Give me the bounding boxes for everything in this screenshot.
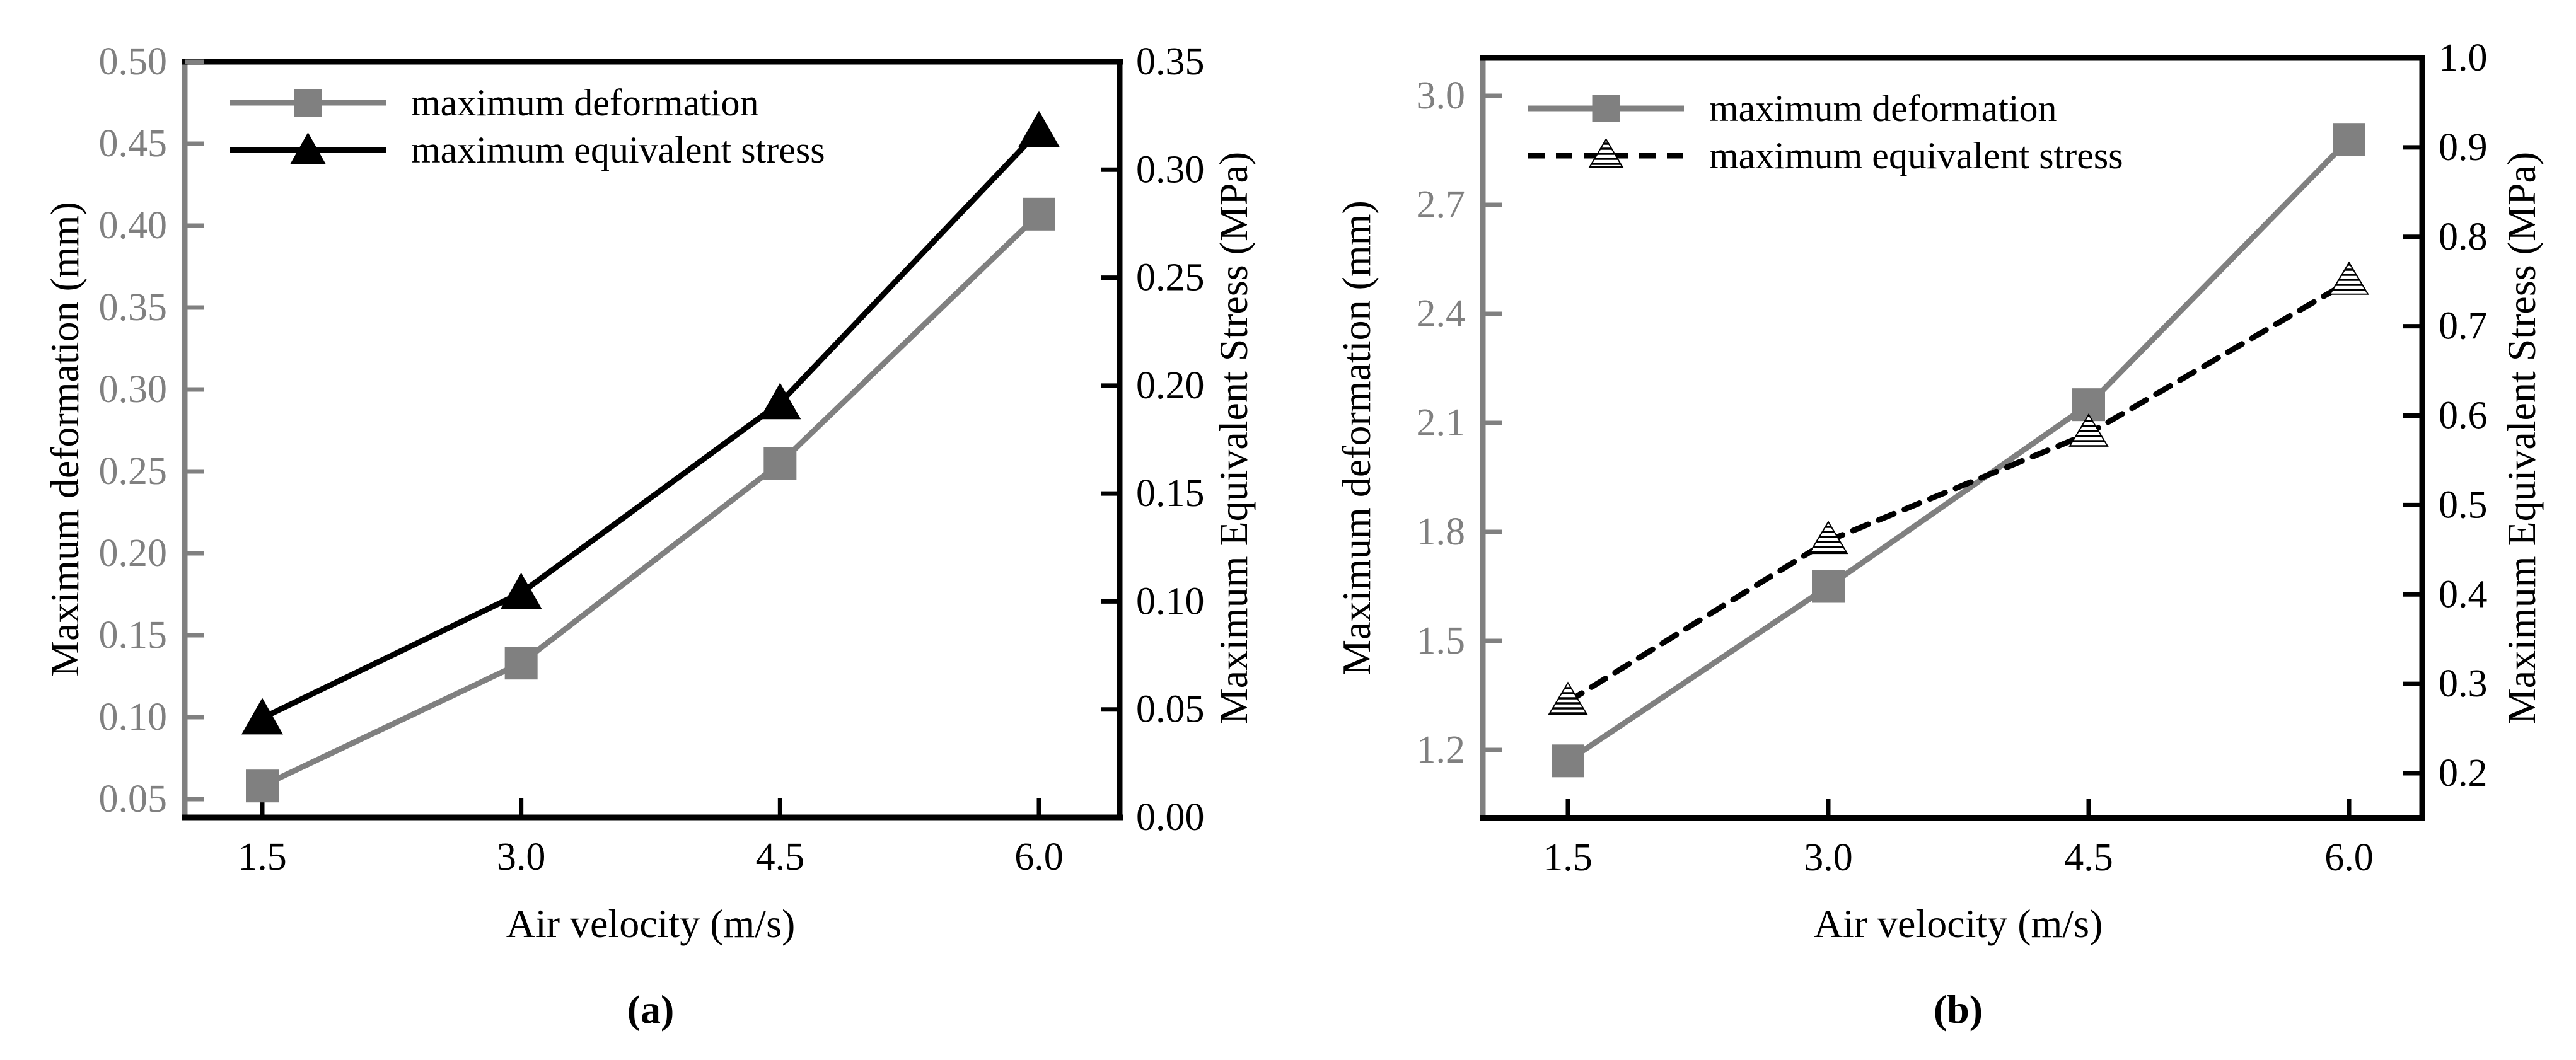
marker-triangle (1018, 110, 1060, 147)
y-tick-label-right: 0.4 (2439, 573, 2488, 616)
legend-label: maximum deformation (411, 82, 759, 124)
chart-a-y-axis-left-title: Maximum deformation (mm) (42, 202, 87, 677)
y-tick-label-left: 0.10 (99, 696, 168, 739)
legend-label: maximum equivalent stress (1709, 135, 2123, 176)
x-tick-label: 3.0 (1804, 836, 1853, 879)
chart-b-y-axis-left-title: Maximum deformation (mm) (1334, 200, 1379, 676)
x-tick-label: 6.0 (2324, 836, 2374, 879)
y-tick-label-right: 0.05 (1136, 688, 1205, 731)
y-tick-label-right: 0.7 (2439, 305, 2488, 348)
chart-a-canvas: 0.05 0.10 0.15 0.20 0.25 0.30 0.35 0.40 0.45 0.50… (99, 40, 1205, 879)
marker-square (504, 647, 538, 680)
legend-label: maximum deformation (1709, 88, 2057, 129)
marker-triangle-hatched (2329, 261, 2369, 295)
y-tick-label-left: 2.7 (1417, 183, 1466, 226)
x-tick-label: 1.5 (1543, 836, 1593, 879)
y-tick-label-right: 0.30 (1136, 148, 1205, 191)
x-tick-label: 3.0 (497, 836, 546, 879)
y-tick-label-left: 0.25 (99, 450, 168, 493)
marker-square (1592, 95, 1620, 122)
x-tick-label: 1.5 (238, 836, 287, 879)
y-tick-label-right: 0.00 (1136, 796, 1205, 839)
chart-b-x-axis-title: Air velocity (m/s) (1813, 901, 2103, 946)
marker-square (246, 769, 279, 803)
y-tick-label-right: 0.8 (2439, 216, 2488, 258)
y-tick-label-left: 1.8 (1417, 510, 1466, 553)
chart-a-x-axis-title: Air velocity (m/s) (506, 901, 796, 946)
y-tick-label-right: 0.25 (1136, 256, 1205, 299)
series-line-maximum-equivalent-stress (1565, 279, 2352, 705)
chart-b-caption: (b) (1933, 987, 1983, 1032)
y-tick-label-right: 0.2 (2439, 752, 2488, 795)
chart-a-caption: (a) (627, 987, 675, 1032)
y-tick-label-left: 1.5 (1417, 619, 1466, 662)
y-tick-label-right: 0.9 (2439, 126, 2488, 169)
y-tick-label-left: 0.40 (99, 204, 168, 247)
y-tick-label-right: 0.15 (1136, 472, 1205, 515)
y-tick-label-left: 0.20 (99, 532, 168, 575)
y-tick-label-left: 3.0 (1417, 74, 1466, 117)
marker-triangle (759, 383, 801, 420)
marker-square (1023, 197, 1055, 231)
y-tick-label-right: 0.20 (1136, 364, 1205, 407)
legend-label: maximum equivalent stress (411, 129, 825, 171)
y-tick-label-left: 2.1 (1417, 401, 1466, 444)
y-tick-label-left: 1.2 (1417, 729, 1466, 771)
y-tick-label-right: 1.0 (2439, 37, 2488, 79)
series-line-maximum-deformation (1565, 136, 2352, 764)
marker-triangle (500, 572, 542, 609)
marker-triangle (290, 132, 326, 164)
marker-square (1552, 744, 1584, 778)
y-tick-label-right: 0.3 (2439, 662, 2488, 705)
marker-triangle-hatched (1548, 681, 1588, 715)
chart-b-canvas: 1.2 1.5 1.8 2.1 2.4 2.7 3.0 0.2 0.3 0.4 0.5 0.6 0.7 0… (1417, 37, 2488, 879)
series-line-maximum-deformation (259, 211, 1042, 789)
chart-a-y-axis-right-title: Maximum Equivalent Stress (MPa) (1211, 151, 1256, 725)
x-tick-label: 4.5 (2064, 836, 2113, 879)
y-tick-label-left: 2.4 (1417, 292, 1466, 335)
marker-triangle (241, 698, 283, 735)
marker-square (763, 447, 797, 480)
marker-square (1812, 570, 1845, 603)
marker-triangle-hatched (1588, 138, 1624, 168)
y-tick-label-right: 0.6 (2439, 395, 2488, 437)
y-tick-label-left: 0.05 (99, 778, 168, 821)
y-tick-label-right: 0.5 (2439, 483, 2488, 526)
y-tick-label-right: 0.10 (1136, 580, 1205, 623)
marker-triangle-hatched (2068, 413, 2109, 447)
x-tick-label: 6.0 (1014, 836, 1064, 879)
marker-triangle-hatched (1808, 521, 1848, 555)
series-line-maximum-equivalent-stress (259, 128, 1042, 721)
y-tick-label-right: 0.35 (1136, 40, 1205, 83)
y-tick-label-left: 0.35 (99, 286, 168, 329)
y-tick-label-left: 0.45 (99, 122, 168, 165)
marker-square (294, 89, 322, 117)
x-tick-label: 4.5 (756, 836, 805, 879)
y-tick-label-left: 0.15 (99, 614, 168, 657)
chart-b-y-axis-right-title: Maximum Equivalent Stress (MPa) (2499, 151, 2544, 725)
y-tick-label-left: 0.50 (99, 40, 168, 83)
marker-square (2333, 123, 2365, 156)
y-tick-label-left: 0.30 (99, 368, 168, 411)
